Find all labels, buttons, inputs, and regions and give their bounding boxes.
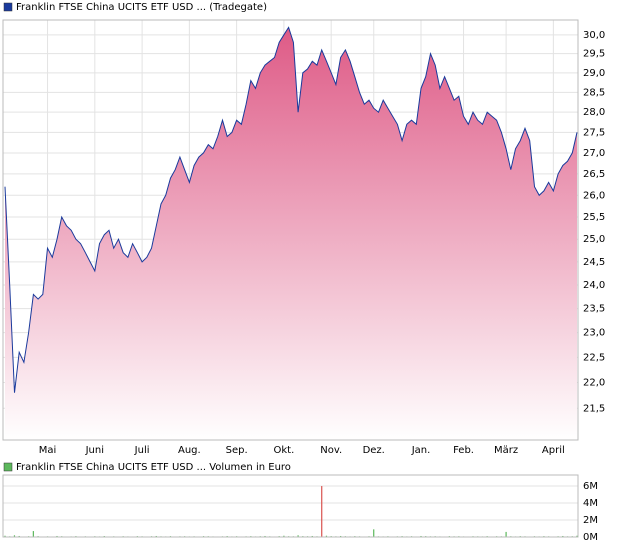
y-tick-label: 28,5	[583, 87, 605, 98]
volume-bar	[325, 535, 328, 537]
x-tick-label: Mai	[39, 445, 57, 456]
y-tick-label: 4M	[583, 498, 598, 509]
x-tick-label: Feb.	[453, 445, 474, 456]
legend-label: Franklin FTSE China UCITS ETF USD ... (T…	[16, 2, 267, 13]
legend-label: Franklin FTSE China UCITS ETF USD ... Vo…	[16, 462, 291, 473]
x-tick-label: Okt.	[274, 445, 295, 456]
volume-bar	[340, 535, 342, 537]
y-tick-label: 24,5	[583, 257, 605, 268]
x-tick-label: März	[494, 445, 518, 456]
x-tick-label: Dez.	[363, 445, 385, 456]
price-line	[4, 26, 578, 393]
y-tick-label: 0M	[583, 532, 598, 543]
volume-bar	[505, 531, 507, 537]
y-tick-label: 30,0	[583, 30, 605, 41]
y-tick-label: 6M	[583, 481, 598, 492]
price-panel: 21,5 22,0 22,5 23,0 23,5 24,0 24,5 25,0 25,5 26,0…	[2, 19, 605, 456]
volume-bar	[155, 535, 157, 537]
y-tick-label: 24,0	[583, 280, 605, 291]
volume-bar	[297, 535, 299, 537]
x-tick-label: Juni	[85, 445, 104, 456]
y-tick-label: 27,0	[583, 148, 605, 159]
y-tick-label: 22,0	[583, 378, 605, 389]
y-tick-label: 29,5	[583, 49, 605, 60]
volume-bar	[283, 535, 285, 537]
y-tick-label: 23,5	[583, 304, 605, 315]
y-tick-label: 2M	[583, 515, 598, 526]
volume-bar	[4, 535, 6, 537]
volume-bar	[420, 535, 422, 537]
volume-bar	[321, 486, 323, 537]
y-tick-label: 25,0	[583, 234, 605, 245]
x-tick-label: Aug.	[178, 445, 201, 456]
x-tick-label: Jan.	[411, 445, 431, 456]
plot-frame	[2, 19, 579, 441]
volume-bar	[32, 531, 34, 537]
x-tick-label: Nov.	[320, 445, 342, 456]
volume-bar	[18, 535, 20, 537]
y-tick-label: 28,0	[583, 107, 605, 118]
x-tick-label: April	[542, 445, 565, 456]
y-tick-label: 29,0	[583, 68, 605, 79]
y-tick-label: 27,5	[583, 127, 605, 138]
y-tick-label: 21,5	[583, 403, 605, 414]
y-tick-label: 26,5	[583, 169, 605, 180]
volume-bar	[13, 535, 16, 537]
y-tick-label: 26,0	[583, 190, 605, 201]
legend-swatch	[3, 462, 13, 472]
plot-frame	[2, 474, 579, 538]
area-fill	[5, 27, 577, 441]
volume-bar	[373, 529, 375, 537]
volume-panel: 0M 2M 4M 6M	[2, 474, 598, 543]
y-tick-label: 25,5	[583, 212, 605, 223]
volume-bar	[562, 535, 564, 537]
y-tick-label: 22,5	[583, 352, 605, 363]
volume-bar	[311, 535, 313, 537]
volume-bar	[264, 535, 266, 537]
legend-swatch	[3, 2, 13, 12]
x-tick-label: Sep.	[226, 445, 248, 456]
x-tick-label: Juli	[134, 445, 150, 456]
y-tick-label: 23,0	[583, 328, 605, 339]
volume-bar	[56, 535, 58, 537]
volume-bar	[576, 535, 578, 537]
